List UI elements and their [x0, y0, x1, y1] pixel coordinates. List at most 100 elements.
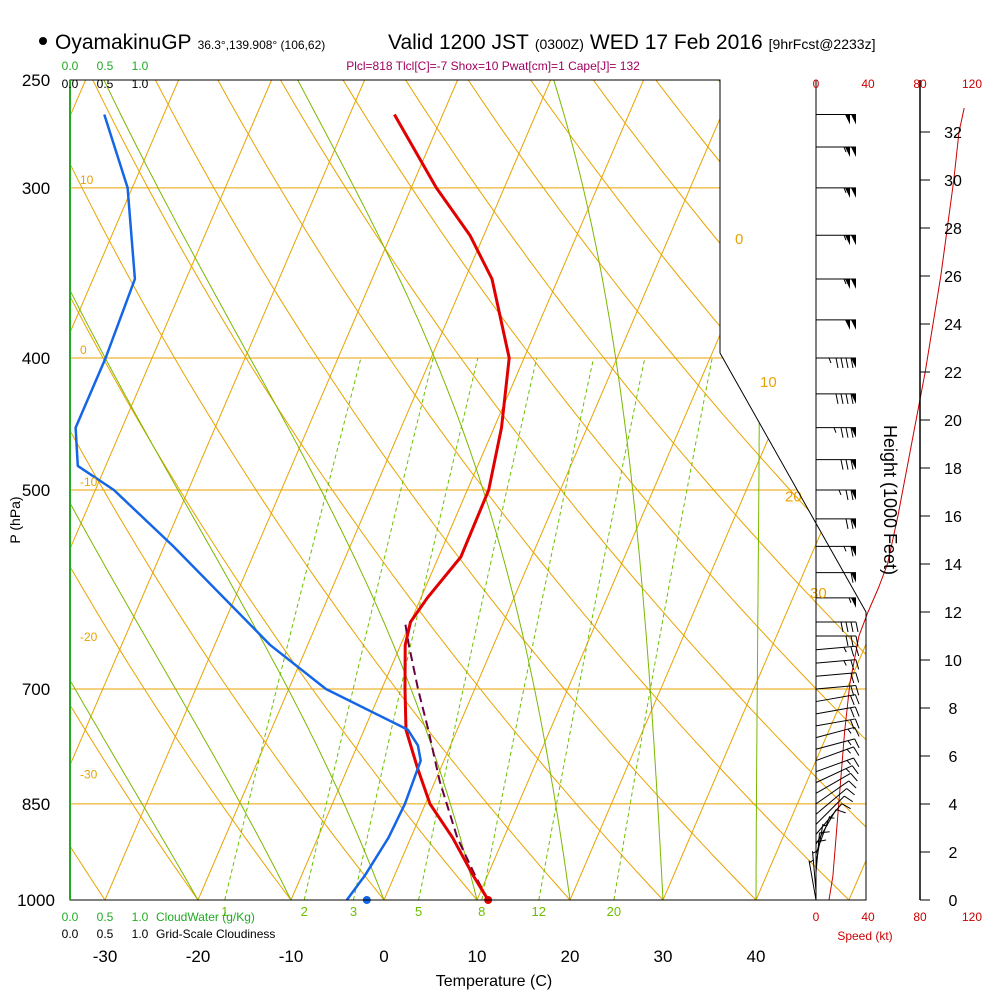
- moist-adiabat-30: [553, 80, 664, 900]
- wind-barb-feather: [850, 357, 854, 369]
- wind-barb-staff: [815, 706, 856, 715]
- wind-barb: [815, 746, 860, 762]
- dry-adiabat-100: [530, 80, 866, 900]
- height-label-4: 4: [949, 797, 958, 814]
- wind-barb-feather: [828, 357, 832, 364]
- wind-barb: [815, 718, 860, 730]
- wind-barb: [816, 545, 856, 557]
- wind-barb-feather: [840, 621, 844, 633]
- wind-barb-feather: [850, 635, 854, 647]
- cloudiness-top-tick-0: 0.0: [62, 77, 79, 91]
- cloudiness-label: Grid-Scale Cloudiness: [156, 927, 275, 941]
- isotherm-label--10: -10: [80, 475, 98, 489]
- speed-top-tick-80: 80: [913, 77, 927, 91]
- speed-axis-label: Speed (kt): [837, 929, 892, 943]
- wind-barb-feather: [845, 768, 851, 773]
- wind-barb-flag: [851, 427, 856, 438]
- wind-barb-staff: [815, 685, 856, 690]
- wind-barb-flag: [851, 187, 856, 198]
- height-label-28: 28: [944, 221, 962, 238]
- wind-barb-flag: [851, 235, 856, 246]
- wind-barb-feather: [850, 773, 858, 782]
- temp-label--10: -10: [279, 947, 304, 966]
- isotherm--10: [290, 80, 645, 900]
- wind-barb-staff: [812, 851, 817, 892]
- cloudwater-label: CloudWater (g/Kg): [156, 910, 255, 924]
- cloudwater-bottom-tick-1: 0.5: [97, 910, 114, 924]
- wind-barb-flag: [845, 114, 850, 125]
- dry-adiabat-50: [217, 80, 850, 900]
- pressure-label-850: 850: [22, 795, 50, 814]
- wind-barb: [816, 234, 856, 246]
- wind-barb-feather: [850, 685, 855, 696]
- wind-barb: [815, 772, 858, 794]
- wind-barb-feather: [846, 788, 855, 796]
- dry-adiabat-label-10: 10: [760, 374, 777, 391]
- wind-barb: [816, 572, 856, 583]
- mixing-ratio-8: [481, 357, 595, 900]
- isotherm--60: [70, 80, 180, 900]
- wind-barb-feather: [851, 765, 859, 775]
- cloudiness-bottom-tick-0: 0.0: [62, 927, 79, 941]
- height-label-10: 10: [944, 653, 962, 670]
- wind-barb: [816, 635, 859, 647]
- wind-barb-feather: [850, 707, 855, 718]
- wind-barb-feather: [850, 646, 855, 657]
- mixing-ratio-12: [538, 357, 646, 900]
- wind-barb: [816, 187, 856, 198]
- height-label-32: 32: [944, 125, 962, 142]
- speed-top-tick-0: 0: [813, 77, 820, 91]
- mixing-ratio-label-20: 20: [607, 904, 621, 919]
- wind-barb-feather: [845, 635, 849, 647]
- wind-barb-feather: [845, 518, 849, 529]
- wind-barb: [815, 672, 860, 684]
- station-name: OyamakinuGP 36.3°,139.908° (106,62): [55, 31, 325, 54]
- height-label-2: 2: [949, 845, 958, 862]
- wind-barb-staff: [815, 803, 843, 835]
- wind-barb: [816, 597, 856, 608]
- wind-barb-feather: [840, 357, 844, 369]
- stability-indices: Plcl=818 Tlcl[C]=-7 Shox=10 Pwat[cm]=1 C…: [346, 59, 640, 73]
- wind-barb-feather: [854, 727, 860, 737]
- wind-barb-feather: [855, 635, 859, 647]
- wind-barb-feather: [843, 647, 847, 653]
- pressure-label-1000: 1000: [17, 891, 55, 910]
- wind-barb-staff: [815, 659, 856, 664]
- isotherm--30: [104, 80, 459, 900]
- wind-barb: [816, 278, 856, 290]
- cloudiness-top-tick-1: 0.5: [97, 77, 114, 91]
- temperature-curve: [393, 113, 511, 901]
- cloudiness-top-tick-2: 1.0: [132, 77, 149, 91]
- temp-label--30: -30: [93, 947, 118, 966]
- height-label-8: 8: [949, 701, 958, 718]
- wind-barb-feather: [848, 780, 857, 789]
- wind-barb-staff: [815, 816, 831, 855]
- wind-barb-feather: [848, 597, 852, 604]
- wind-barb-flag: [851, 114, 856, 125]
- wind-barb-flag: [845, 319, 850, 330]
- wind-barb-flag: [845, 187, 850, 198]
- wind-barb-flag: [851, 572, 856, 583]
- moist-adiabat-10: [103, 80, 478, 900]
- moist-adiabat--20: [70, 80, 199, 900]
- wind-barb-staff: [815, 672, 856, 677]
- wind-barb: [816, 621, 859, 633]
- moist-adiabat--10: [70, 80, 292, 900]
- wind-barb-feather: [850, 489, 854, 501]
- wind-barb-feather: [847, 740, 852, 746]
- height-label-30: 30: [944, 173, 962, 190]
- dry-adiabat-label-20: 20: [785, 489, 802, 506]
- wind-barb-staff: [815, 772, 851, 794]
- wind-barb-feather: [843, 235, 847, 241]
- wind-barb-staff: [815, 746, 854, 762]
- wind-barb-feather: [854, 694, 860, 705]
- mixing-ratio-label-2: 2: [301, 904, 308, 919]
- wind-barb-feather: [845, 393, 849, 404]
- temp-label-10: 10: [468, 947, 487, 966]
- wind-barb-feather: [847, 728, 852, 734]
- pressure-label-300: 300: [22, 179, 50, 198]
- wind-barb-flag: [851, 518, 856, 529]
- wind-barb-feather: [850, 572, 854, 583]
- cloudwater-top-tick-2: 1.0: [132, 59, 149, 73]
- wind-barb-feather: [835, 393, 839, 404]
